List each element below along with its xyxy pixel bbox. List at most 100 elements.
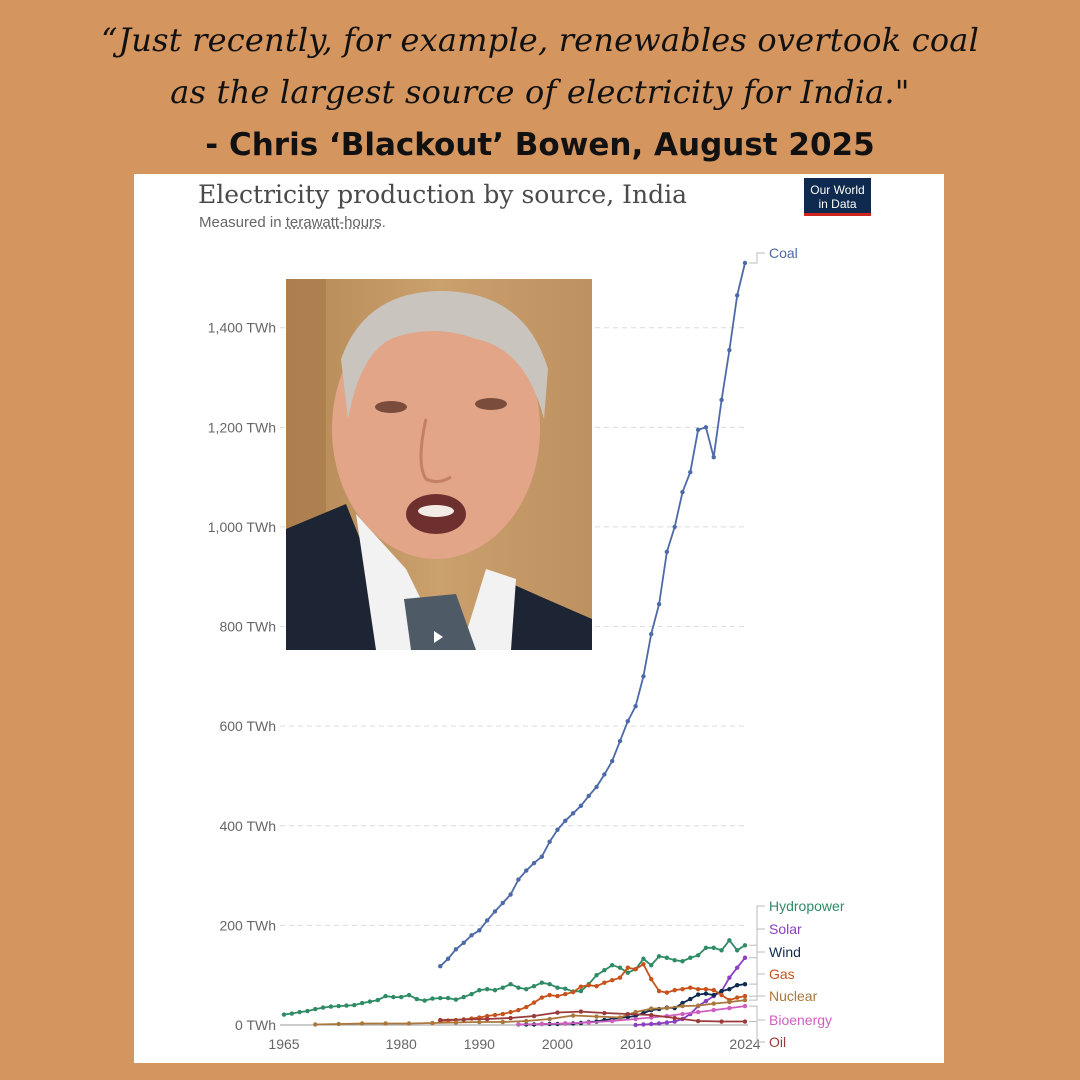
quote-attribution: - Chris ‘Blackout’ Bowen, August 2025 — [205, 127, 875, 163]
data-point-hydropower — [742, 943, 748, 948]
data-point-bioenergy — [695, 1009, 701, 1015]
data-point-nuclear — [453, 1020, 459, 1025]
logo-line-1: Our World — [810, 183, 865, 197]
data-point-hydropower — [688, 955, 693, 960]
series-label-coal: Coal — [769, 245, 798, 261]
data-point-bioenergy — [563, 1021, 568, 1026]
data-point-oil — [484, 1016, 490, 1022]
data-point-hydropower — [469, 991, 474, 997]
quote-block: “Just recently, for example, renewables … — [0, 14, 1080, 172]
data-point-hydropower — [602, 968, 607, 973]
y-tick-label: 400 TWh — [219, 818, 276, 834]
label-connector — [749, 1005, 765, 1021]
data-point-oil — [555, 1010, 560, 1015]
data-point-wind — [734, 982, 740, 988]
data-point-nuclear — [359, 1021, 365, 1026]
data-point-hydropower — [352, 1002, 357, 1008]
y-tick-label: 200 TWh — [219, 917, 276, 933]
play-icon[interactable] — [434, 631, 443, 643]
data-point-nuclear — [727, 999, 732, 1005]
data-point-gas — [539, 995, 545, 1000]
data-point-coal — [703, 425, 709, 430]
data-point-hydropower — [555, 985, 560, 990]
data-point-gas — [649, 976, 654, 982]
data-point-oil — [719, 1019, 724, 1024]
data-point-coal — [594, 784, 599, 790]
data-point-gas — [609, 977, 615, 983]
x-tick-label: 1965 — [268, 1036, 299, 1052]
data-point-solar — [703, 998, 709, 1004]
data-point-nuclear — [664, 1005, 670, 1011]
data-point-gas — [586, 982, 591, 988]
data-point-gas — [703, 986, 709, 992]
data-point-hydropower — [617, 965, 623, 970]
series-label-nuclear: Nuclear — [769, 988, 818, 1004]
data-point-hydropower — [281, 1012, 287, 1017]
data-point-bioenergy — [539, 1021, 545, 1027]
data-point-hydropower — [531, 983, 537, 989]
data-point-hydropower — [711, 945, 716, 950]
data-point-nuclear — [742, 997, 748, 1003]
data-point-nuclear — [383, 1021, 388, 1026]
quote-line-2: as the largest source of electricity for… — [170, 73, 910, 111]
data-point-hydropower — [641, 956, 646, 961]
data-point-hydropower — [703, 945, 709, 950]
data-point-hydropower — [359, 1000, 365, 1006]
data-point-nuclear — [649, 1006, 654, 1011]
data-point-nuclear — [547, 1016, 552, 1022]
data-point-hydropower — [649, 963, 654, 968]
data-point-hydropower — [625, 970, 630, 975]
video-thumbnail[interactable] — [286, 279, 592, 650]
data-point-hydropower — [695, 953, 701, 958]
series-line-oil — [440, 1010, 745, 1023]
y-tick-label: 1,000 TWh — [208, 519, 276, 535]
data-point-hydropower — [516, 985, 521, 990]
data-point-solar — [656, 1021, 662, 1026]
data-point-solar — [672, 1019, 677, 1024]
series-label-wind: Wind — [769, 944, 801, 960]
data-point-hydropower — [461, 994, 466, 1000]
data-point-solar — [633, 1022, 638, 1028]
data-point-coal — [438, 964, 443, 969]
data-point-coal — [453, 947, 459, 952]
y-tick-label: 600 TWh — [219, 718, 276, 734]
data-point-hydropower — [367, 999, 373, 1004]
data-point-bioenergy — [633, 1016, 638, 1022]
data-point-nuclear — [617, 1015, 623, 1020]
data-point-gas — [524, 1004, 529, 1010]
data-point-hydropower — [727, 938, 732, 943]
data-point-solar — [734, 965, 740, 970]
data-point-nuclear — [695, 1003, 701, 1008]
data-point-bioenergy — [516, 1022, 521, 1027]
data-point-coal — [461, 940, 466, 946]
subtitle-unit-link[interactable]: terawatt-hours — [285, 214, 382, 231]
data-point-hydropower — [484, 986, 490, 992]
x-tick-label: 2024 — [729, 1036, 760, 1052]
data-point-coal — [555, 827, 560, 832]
data-point-hydropower — [578, 988, 584, 994]
data-point-nuclear — [680, 1003, 685, 1009]
data-point-gas — [656, 988, 662, 994]
data-point-hydropower — [719, 948, 724, 953]
y-tick-label: 1,400 TWh — [208, 320, 276, 336]
data-point-coal — [570, 811, 576, 816]
data-point-hydropower — [289, 1011, 295, 1016]
data-point-hydropower — [539, 980, 545, 985]
data-point-gas — [617, 975, 623, 980]
data-point-coal — [672, 524, 677, 530]
data-point-gas — [711, 987, 716, 993]
y-tick-label: 0 TWh — [235, 1017, 276, 1033]
data-point-oil — [531, 1013, 537, 1019]
label-connector — [749, 995, 765, 1001]
data-point-hydropower — [508, 981, 513, 987]
data-point-gas — [547, 992, 552, 998]
data-point-bioenergy — [742, 1003, 748, 1009]
data-point-coal — [469, 933, 474, 938]
label-connector — [749, 928, 765, 959]
data-point-coal — [524, 868, 529, 873]
owid-logo[interactable]: Our World in Data — [804, 178, 871, 216]
data-point-wind — [695, 992, 701, 997]
series-line-nuclear — [315, 999, 746, 1026]
data-point-coal — [602, 772, 607, 777]
data-point-wind — [711, 992, 716, 998]
